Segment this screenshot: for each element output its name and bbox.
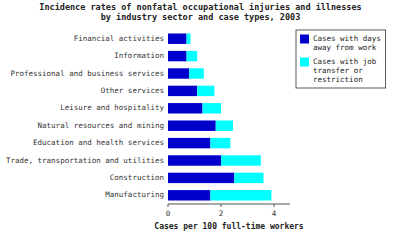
x-tick-label: 2 [219, 209, 224, 218]
x-tick [274, 204, 275, 207]
x-axis-label: Cases per 100 full-time workers [154, 221, 303, 231]
category-label: Professional and business services [10, 69, 164, 78]
bar [187, 51, 198, 61]
category-label: Information [114, 51, 164, 60]
bar [210, 190, 271, 200]
x-tick [168, 204, 169, 207]
bar [234, 173, 263, 183]
bar [168, 51, 187, 61]
bar [168, 190, 210, 200]
bar [168, 86, 197, 96]
bar [168, 138, 210, 148]
category-label: Leisure and hospitality [60, 103, 164, 112]
bar [168, 173, 234, 183]
legend-swatch [300, 35, 309, 44]
legend-box [296, 30, 386, 88]
x-tick-label: 4 [272, 209, 277, 218]
legend-swatch [300, 58, 309, 67]
category-label: Education and health services [33, 138, 164, 147]
x-axis-line [168, 204, 290, 205]
bar [210, 138, 230, 148]
x-tick-label: 0 [166, 209, 171, 218]
x-tick [221, 204, 222, 207]
bar [168, 33, 187, 43]
category-label: Other services [101, 86, 164, 95]
category-label: Financial activities [74, 34, 164, 43]
bar [197, 86, 214, 96]
category-label: Natural resources and mining [38, 121, 164, 130]
legend-label: Cases with jobtransfer orrestriction [313, 57, 377, 84]
bar [202, 103, 221, 113]
legend-label: Cases with daysaway from work [313, 34, 381, 52]
bar [216, 120, 233, 130]
category-label: Construction [110, 173, 164, 182]
title: Incidence rates of nonfatal occupational… [39, 2, 361, 22]
bar [168, 155, 221, 165]
bar [168, 120, 216, 130]
chart: Incidence rates of nonfatal occupational… [0, 0, 401, 238]
bars [168, 33, 271, 200]
category-label: Manufacturing [105, 190, 164, 199]
bar [168, 103, 202, 113]
bar [189, 68, 204, 78]
bar [221, 155, 261, 165]
bar [168, 68, 189, 78]
category-label: Trade, transportation and utilities [6, 156, 164, 165]
bar [187, 33, 191, 43]
